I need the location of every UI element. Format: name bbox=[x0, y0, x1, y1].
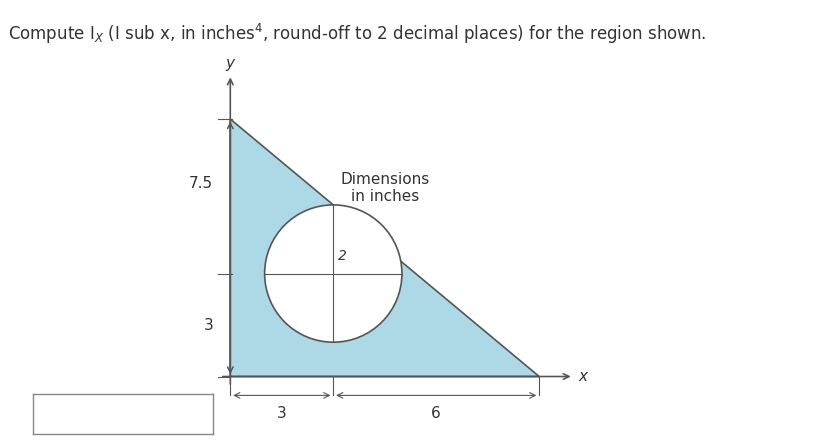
Text: 7.5: 7.5 bbox=[189, 176, 213, 191]
Text: Compute I$_X$ (I sub x, in inches$^4$, round-off to 2 decimal places) for the re: Compute I$_X$ (I sub x, in inches$^4$, r… bbox=[8, 22, 707, 46]
Text: 6: 6 bbox=[431, 406, 441, 421]
Text: Dimensions
in inches: Dimensions in inches bbox=[340, 171, 429, 204]
Circle shape bbox=[264, 205, 402, 342]
Text: 3: 3 bbox=[277, 406, 287, 421]
Text: x: x bbox=[579, 369, 588, 384]
Polygon shape bbox=[231, 119, 539, 377]
Text: 2: 2 bbox=[338, 249, 347, 263]
Text: 3: 3 bbox=[204, 318, 213, 333]
Text: y: y bbox=[226, 56, 235, 71]
